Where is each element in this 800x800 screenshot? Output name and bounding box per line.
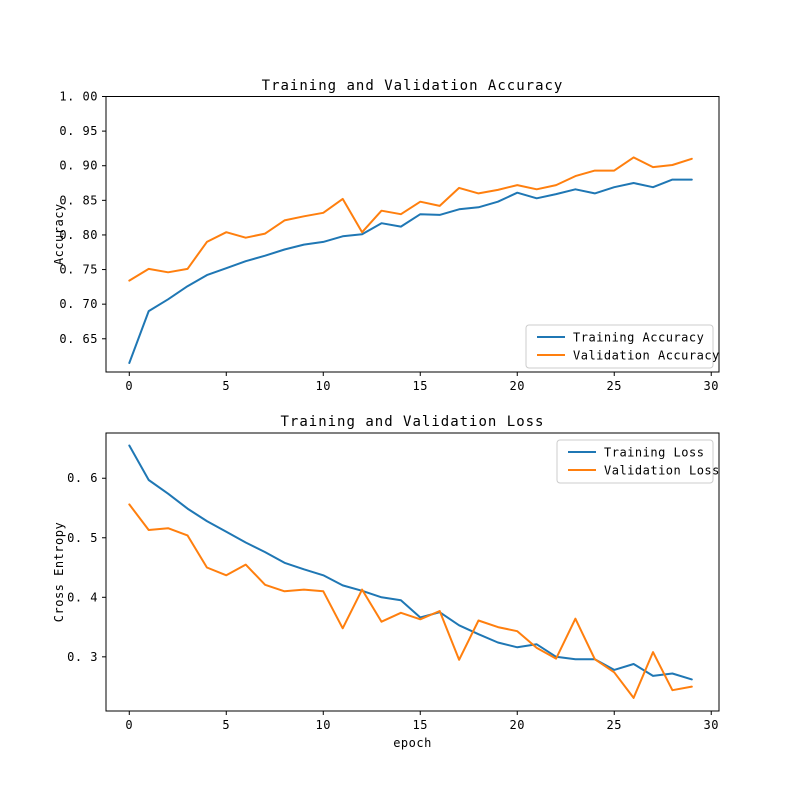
y-tick-label: 0. 5	[67, 531, 98, 545]
legend-frame	[556, 439, 714, 484]
legend-label: Validation Loss	[604, 464, 720, 478]
legend-label: Training Loss	[604, 446, 704, 460]
accuracy-chart-title: Training and Validation Accuracy	[262, 78, 564, 94]
loss-chart-title: Training and Validation Loss	[280, 414, 544, 430]
loss-chart: 0. 3 0. 4 0. 5 0. 6 0 5 10 15 20 25 30 Training and…	[52, 414, 720, 750]
y-tick-label: 0. 3	[67, 650, 98, 664]
x-tick-label: 25	[607, 379, 622, 393]
x-tick-label: 20	[510, 379, 525, 393]
legend-label: Validation Accuracy	[573, 349, 720, 363]
x-tick-label: 30	[704, 379, 719, 393]
x-tick-label: 25	[607, 718, 622, 732]
validation-accuracy-line	[128, 156, 693, 282]
x-tick-label: 0	[125, 718, 133, 732]
accuracy-y-axis-label: Accuracy	[52, 203, 66, 265]
legend-frame	[525, 324, 714, 369]
y-tick-label: 0. 6	[67, 471, 98, 485]
x-tick-label: 10	[316, 718, 331, 732]
accuracy-legend: Training Accuracy Validation Accuracy	[525, 324, 720, 369]
x-tick-label: 5	[222, 379, 230, 393]
loss-legend: Training Loss Validation Loss	[556, 439, 720, 484]
validation-loss-line	[128, 503, 693, 699]
y-tick-label: 0. 70	[59, 297, 98, 311]
x-tick-label: 5	[222, 718, 230, 732]
x-axis-label: epoch	[393, 736, 432, 750]
x-tick-label: 30	[704, 718, 719, 732]
x-tick-label: 15	[413, 379, 428, 393]
y-tick-label: 0. 85	[59, 193, 98, 207]
loss-y-axis-label: Cross Entropy	[52, 522, 66, 622]
training-accuracy-line	[128, 178, 693, 364]
y-tick-label: 1. 00	[59, 90, 98, 104]
accuracy-chart: 0. 65 0. 70 0. 75 0. 80 0. 85 0. 90 0. 95 1. 00…	[52, 78, 720, 393]
y-tick-label: 0. 75	[59, 263, 98, 277]
x-tick-label: 0	[125, 379, 133, 393]
x-tick-label: 20	[510, 718, 525, 732]
y-tick-label: 0. 95	[59, 124, 98, 138]
x-tick-label: 15	[413, 718, 428, 732]
y-tick-label: 0. 80	[59, 228, 98, 242]
y-tick-label: 0. 65	[59, 332, 98, 346]
y-tick-label: 0. 4	[67, 590, 98, 604]
legend-label: Training Accuracy	[573, 331, 704, 345]
x-tick-label: 10	[316, 379, 331, 393]
y-tick-label: 0. 90	[59, 159, 98, 173]
